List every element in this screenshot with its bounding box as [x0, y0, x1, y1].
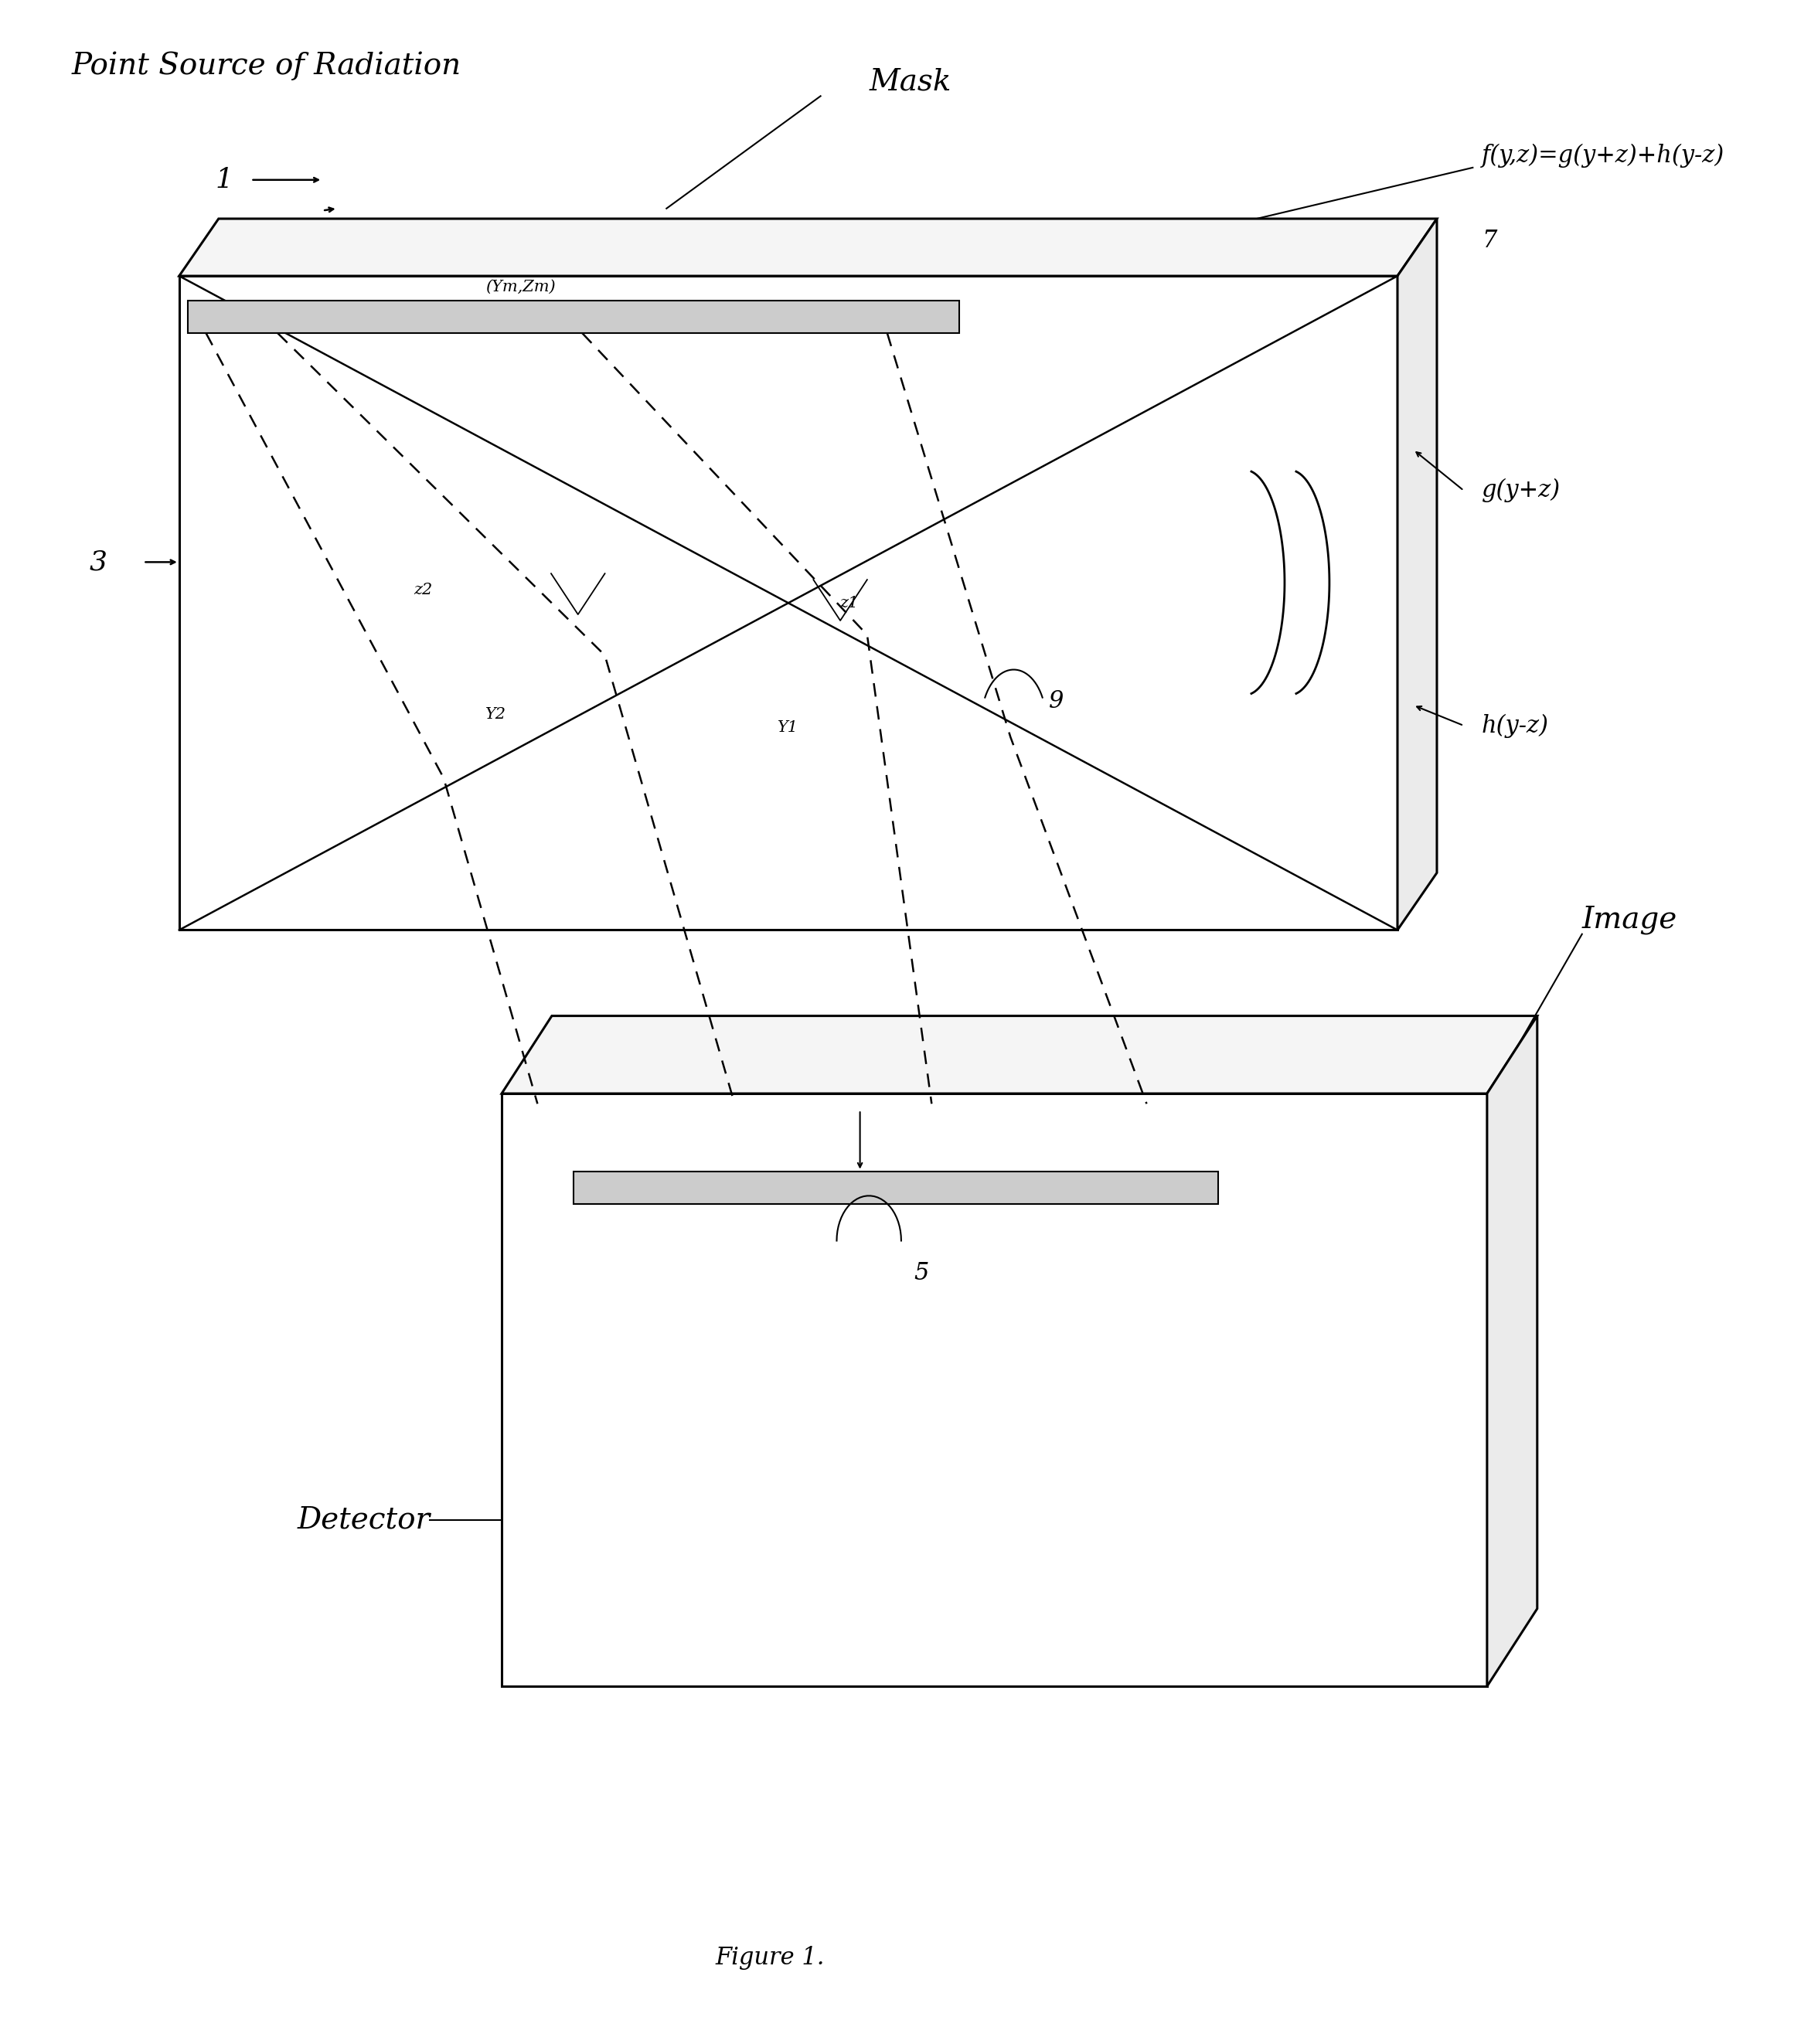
Text: 9: 9	[1049, 689, 1064, 713]
Text: Detector: Detector	[298, 1506, 431, 1535]
Text: Point Source of Radiation: Point Source of Radiation	[72, 51, 461, 80]
Polygon shape	[179, 219, 1437, 276]
Text: 3: 3	[90, 550, 108, 574]
Text: Y1: Y1	[779, 719, 798, 734]
Text: 1: 1	[215, 168, 233, 192]
Bar	[179, 276, 1398, 930]
Bar	[502, 1094, 1487, 1686]
Polygon shape	[502, 1016, 1537, 1094]
Text: (Ym,Zm): (Ym,Zm)	[484, 280, 556, 294]
Text: Mask: Mask	[868, 67, 951, 96]
Text: 5: 5	[913, 1261, 929, 1286]
Text: z1: z1	[840, 595, 859, 611]
Bar	[574, 1171, 1218, 1204]
Text: 7: 7	[1482, 229, 1496, 253]
Bar	[188, 300, 958, 333]
Text: Figure 1.: Figure 1.	[716, 1946, 825, 1970]
Polygon shape	[1487, 1016, 1537, 1686]
Text: Image: Image	[1582, 905, 1677, 934]
Text: g(y+z): g(y+z)	[1482, 478, 1561, 503]
Text: f(y,z)=g(y+z)+h(y-z): f(y,z)=g(y+z)+h(y-z)	[1482, 143, 1724, 168]
Polygon shape	[1398, 219, 1437, 930]
Text: z2: z2	[413, 583, 432, 597]
Text: Y2: Y2	[486, 707, 506, 722]
Text: h(y-z): h(y-z)	[1482, 713, 1548, 738]
